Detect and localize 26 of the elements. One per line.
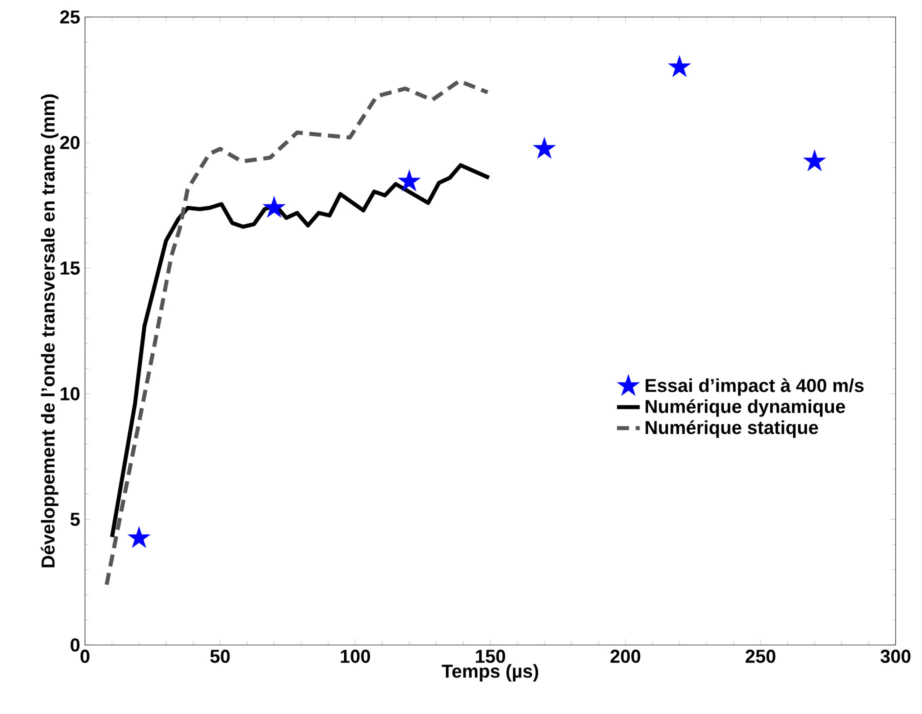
- y-tick-label: 0: [70, 638, 80, 652]
- legend-label: Numérique statique: [646, 420, 818, 438]
- y-axis-title: Développement de l’onde transversale en trame (mm): [40, 94, 58, 568]
- x-tick-label: 0: [80, 650, 90, 663]
- y-tick-label: 25: [60, 10, 80, 24]
- y-tick-label: 15: [60, 262, 80, 275]
- point: [262, 196, 286, 218]
- x-tick-label: 250: [746, 650, 776, 663]
- line-series: [110, 163, 491, 539]
- x-tick-label: 150: [476, 650, 506, 663]
- line-series: [104, 79, 490, 587]
- point: [128, 526, 151, 548]
- x-axis-title: Temps (µs): [442, 664, 538, 682]
- point: [803, 149, 826, 172]
- y-tick-label: 20: [60, 136, 80, 150]
- x-tick-label: 100: [340, 650, 370, 663]
- y-tick-label: 10: [60, 387, 80, 400]
- point: [532, 136, 556, 159]
- legend-label: Numérique dynamique: [646, 399, 846, 417]
- x-tick-label: 50: [210, 650, 230, 663]
- y-tick-label: 5: [70, 512, 80, 526]
- point: [398, 169, 421, 192]
- legend-label: Essai d’impact à 400 m/s: [646, 378, 864, 396]
- point: [668, 55, 691, 78]
- x-tick-label: 300: [880, 650, 910, 663]
- x-tick-label: 200: [610, 650, 640, 663]
